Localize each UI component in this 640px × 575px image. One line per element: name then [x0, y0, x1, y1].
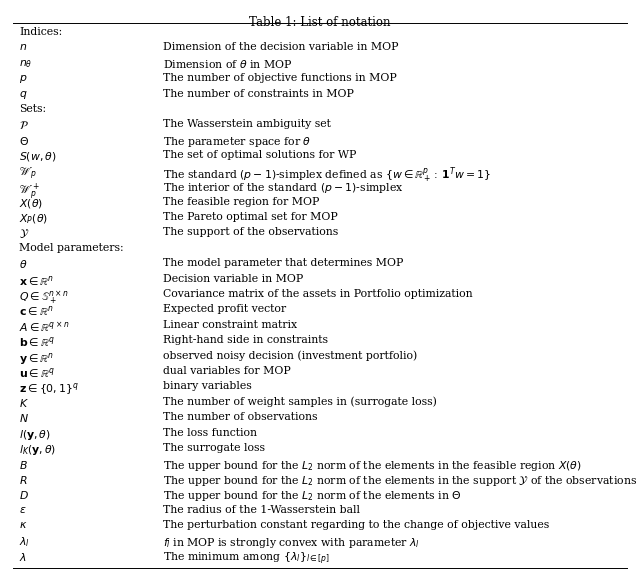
Text: $\mathbf{z} \in \{0,1\}^q$: $\mathbf{z} \in \{0,1\}^q$ — [19, 381, 79, 397]
Text: The number of observations: The number of observations — [163, 412, 317, 422]
Text: $X(\theta)$: $X(\theta)$ — [19, 197, 44, 209]
Text: The standard $(p-1)$-simplex defined as $\{w \in \mathbb{R}_+^p:\: \mathbf{1}^T : The standard $(p-1)$-simplex defined as … — [163, 166, 492, 185]
Text: $\mathbf{b} \in \mathbb{R}^q$: $\mathbf{b} \in \mathbb{R}^q$ — [19, 335, 55, 349]
Text: $n_{\theta}$: $n_{\theta}$ — [19, 58, 33, 70]
Text: $\mathscr{W}_p$: $\mathscr{W}_p$ — [19, 166, 37, 182]
Text: The surrogate loss: The surrogate loss — [163, 443, 265, 453]
Text: Linear constraint matrix: Linear constraint matrix — [163, 320, 298, 330]
Text: The minimum among $\{\lambda_l\}_{l \in [p]}$: The minimum among $\{\lambda_l\}_{l \in … — [163, 551, 330, 568]
Text: Covariance matrix of the assets in Portfolio optimization: Covariance matrix of the assets in Portf… — [163, 289, 473, 299]
Text: Expected profit vector: Expected profit vector — [163, 304, 286, 315]
Text: $B$: $B$ — [19, 458, 28, 470]
Text: The parameter space for $\theta$: The parameter space for $\theta$ — [163, 135, 312, 149]
Text: Decision variable in MOP: Decision variable in MOP — [163, 274, 303, 283]
Text: Indices:: Indices: — [19, 27, 63, 37]
Text: $\mathscr{W}_p^+$: $\mathscr{W}_p^+$ — [19, 181, 41, 202]
Text: The support of the observations: The support of the observations — [163, 227, 339, 237]
Text: Sets:: Sets: — [19, 104, 46, 114]
Text: Dimension of the decision variable in MOP: Dimension of the decision variable in MO… — [163, 43, 399, 52]
Text: The model parameter that determines MOP: The model parameter that determines MOP — [163, 258, 404, 268]
Text: The set of optimal solutions for WP: The set of optimal solutions for WP — [163, 150, 356, 160]
Text: $q$: $q$ — [19, 89, 28, 101]
Text: The interior of the standard $(p-1)$-simplex: The interior of the standard $(p-1)$-sim… — [163, 181, 404, 195]
Text: $K$: $K$ — [19, 397, 29, 409]
Text: $\kappa$: $\kappa$ — [19, 520, 28, 530]
Text: $\theta$: $\theta$ — [19, 258, 28, 270]
Text: The Wasserstein ambiguity set: The Wasserstein ambiguity set — [163, 120, 331, 129]
Text: Dimension of $\theta$ in MOP: Dimension of $\theta$ in MOP — [163, 58, 292, 70]
Text: Model parameters:: Model parameters: — [19, 243, 124, 253]
Text: The number of objective functions in MOP: The number of objective functions in MOP — [163, 73, 397, 83]
Text: $\lambda$: $\lambda$ — [19, 551, 27, 563]
Text: $\Theta$: $\Theta$ — [19, 135, 29, 147]
Text: $\mathcal{P}$: $\mathcal{P}$ — [19, 120, 29, 132]
Text: The perturbation constant regarding to the change of objective values: The perturbation constant regarding to t… — [163, 520, 550, 530]
Text: $\mathbf{u} \in \mathbb{R}^q$: $\mathbf{u} \in \mathbb{R}^q$ — [19, 366, 55, 380]
Text: observed noisy decision (investment portfolio): observed noisy decision (investment port… — [163, 351, 417, 361]
Text: $\mathbf{x} \in \mathbb{R}^n$: $\mathbf{x} \in \mathbb{R}^n$ — [19, 274, 54, 288]
Text: The upper bound for the $L_2$ norm of the elements in $\Theta$: The upper bound for the $L_2$ norm of th… — [163, 489, 461, 503]
Text: $n$: $n$ — [19, 43, 28, 52]
Text: The upper bound for the $L_2$ norm of the elements in the support $\mathcal{Y}$ : The upper bound for the $L_2$ norm of th… — [163, 474, 637, 488]
Text: $f_l$ in MOP is strongly convex with parameter $\lambda_l$: $f_l$ in MOP is strongly convex with par… — [163, 535, 420, 550]
Text: The loss function: The loss function — [163, 428, 257, 438]
Text: $S(w, \theta)$: $S(w, \theta)$ — [19, 150, 57, 163]
Text: $l(\mathbf{y}, \theta)$: $l(\mathbf{y}, \theta)$ — [19, 428, 51, 442]
Text: The number of constraints in MOP: The number of constraints in MOP — [163, 89, 354, 99]
Text: $A \in \mathbb{R}^{q \times n}$: $A \in \mathbb{R}^{q \times n}$ — [19, 320, 70, 334]
Text: Table 1: List of notation: Table 1: List of notation — [249, 16, 391, 29]
Text: $l_K(\mathbf{y}, \theta)$: $l_K(\mathbf{y}, \theta)$ — [19, 443, 56, 457]
Text: $X_P(\theta)$: $X_P(\theta)$ — [19, 212, 48, 225]
Text: The upper bound for the $L_2$ norm of the elements in the feasible region $X(\th: The upper bound for the $L_2$ norm of th… — [163, 458, 582, 473]
Text: The number of weight samples in (surrogate loss): The number of weight samples in (surroga… — [163, 397, 437, 408]
Text: $D$: $D$ — [19, 489, 29, 501]
Text: $Q \in \mathbb{S}_+^{n \times n}$: $Q \in \mathbb{S}_+^{n \times n}$ — [19, 289, 69, 306]
Text: The feasible region for MOP: The feasible region for MOP — [163, 197, 319, 206]
Text: $\mathcal{Y}$: $\mathcal{Y}$ — [19, 227, 29, 240]
Text: $N$: $N$ — [19, 412, 29, 424]
Text: Right-hand side in constraints: Right-hand side in constraints — [163, 335, 328, 345]
Text: The radius of the 1-Wasserstein ball: The radius of the 1-Wasserstein ball — [163, 505, 360, 515]
Text: The Pareto optimal set for MOP: The Pareto optimal set for MOP — [163, 212, 338, 222]
Text: $\mathbf{y} \in \mathbb{R}^n$: $\mathbf{y} \in \mathbb{R}^n$ — [19, 351, 54, 367]
Text: dual variables for MOP: dual variables for MOP — [163, 366, 291, 376]
Text: binary variables: binary variables — [163, 381, 252, 392]
Text: $\lambda_l$: $\lambda_l$ — [19, 535, 30, 549]
Text: $p$: $p$ — [19, 73, 28, 85]
Text: $\mathbf{c} \in \mathbb{R}^n$: $\mathbf{c} \in \mathbb{R}^n$ — [19, 304, 54, 319]
Text: $\epsilon$: $\epsilon$ — [19, 505, 27, 515]
Text: $R$: $R$ — [19, 474, 28, 486]
